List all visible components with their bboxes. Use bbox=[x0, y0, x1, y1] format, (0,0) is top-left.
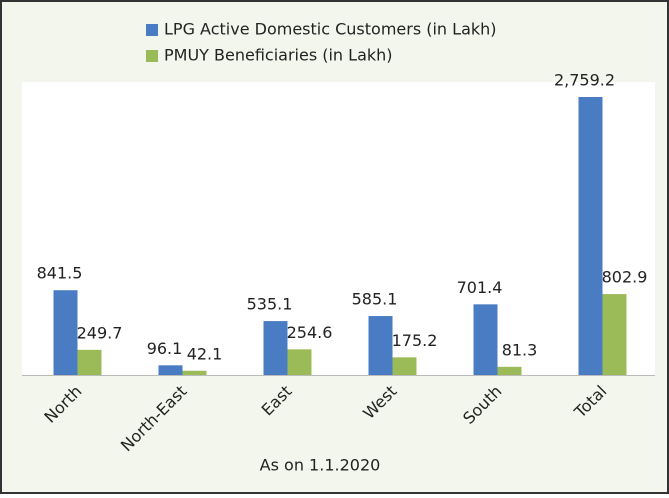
bar bbox=[602, 294, 627, 375]
data-label: 841.5 bbox=[37, 264, 83, 283]
data-label: 81.3 bbox=[502, 340, 538, 359]
bar bbox=[473, 304, 498, 375]
data-label: 535.1 bbox=[247, 295, 293, 314]
data-label: 2,759.2 bbox=[554, 71, 615, 90]
data-label: 96.1 bbox=[147, 339, 183, 358]
bar bbox=[497, 366, 522, 375]
data-label: 42.1 bbox=[187, 344, 223, 363]
data-label: 802.9 bbox=[602, 268, 648, 287]
bar bbox=[263, 321, 288, 375]
legend-label: LPG Active Domestic Customers (in Lakh) bbox=[164, 20, 497, 39]
x-axis-label: As on 1.1.2020 bbox=[260, 456, 381, 475]
legend-swatch bbox=[146, 50, 158, 62]
data-label: 254.6 bbox=[287, 323, 333, 342]
bar bbox=[578, 97, 603, 375]
data-label: 701.4 bbox=[457, 278, 503, 297]
bar bbox=[77, 349, 102, 375]
data-label: 249.7 bbox=[77, 323, 123, 342]
legend-swatch bbox=[146, 24, 158, 36]
data-label: 175.2 bbox=[392, 331, 438, 350]
data-label: 585.1 bbox=[352, 290, 398, 309]
bar bbox=[287, 349, 312, 375]
bar bbox=[53, 290, 78, 375]
bar bbox=[182, 370, 207, 375]
bar bbox=[158, 365, 183, 375]
bar bbox=[392, 357, 417, 375]
plot-area bbox=[22, 82, 655, 376]
bar bbox=[368, 316, 393, 375]
legend-label: PMUY Beneficiaries (in Lakh) bbox=[164, 46, 393, 65]
